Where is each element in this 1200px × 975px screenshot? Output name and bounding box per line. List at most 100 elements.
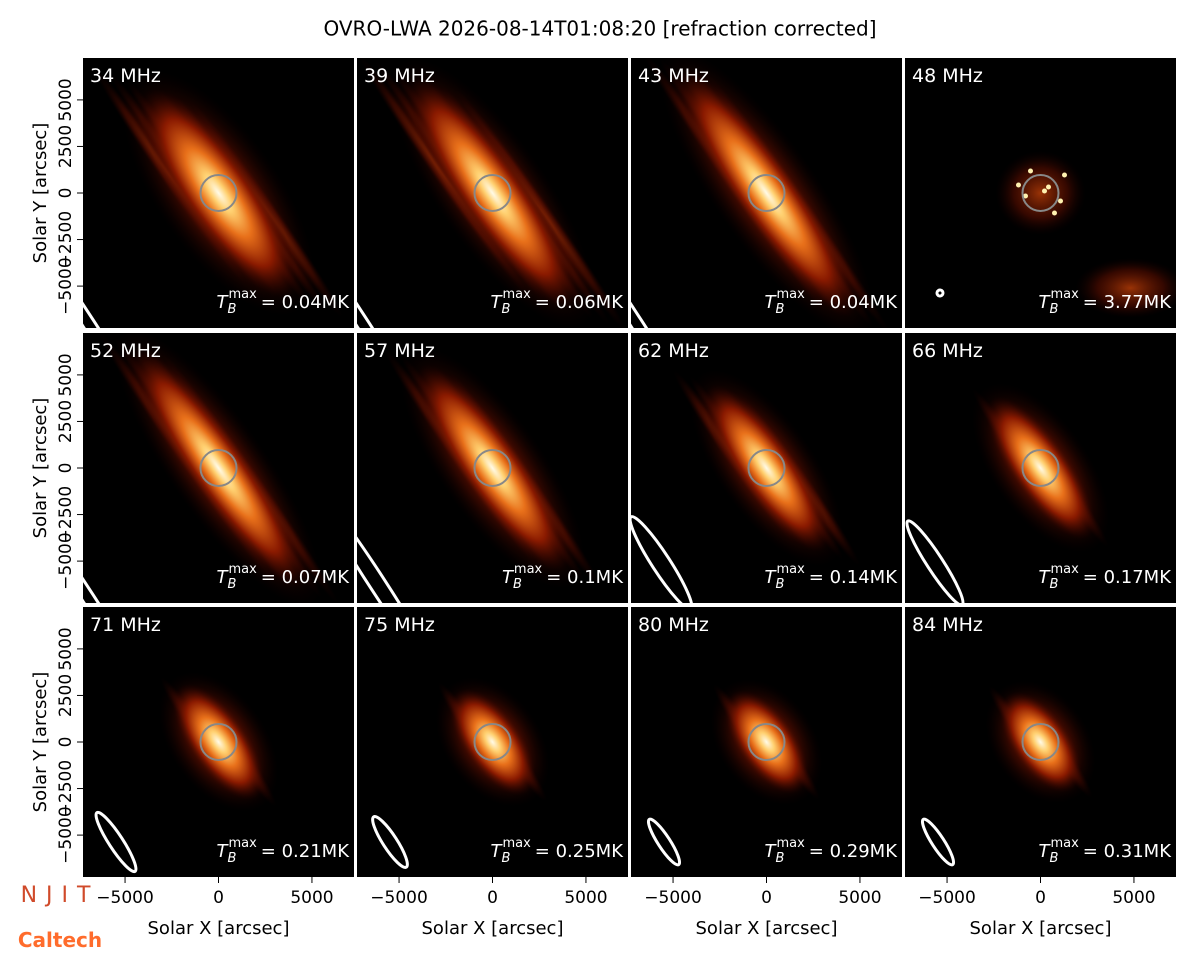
y-tick-label: 2500: [56, 400, 76, 443]
tb-superscript: max: [776, 836, 805, 851]
y-tick-label: −2500: [56, 211, 76, 269]
emission-source: [1042, 188, 1047, 194]
tb-superscript: max: [228, 836, 257, 851]
tb-max-label: TBmax = 0.04MK: [217, 287, 351, 317]
emission-source: [1052, 210, 1057, 216]
tb-value: = 0.04MK: [809, 292, 898, 313]
x-axis-label: Solar X [arcsec]: [422, 918, 564, 939]
tb-superscript: max: [228, 562, 257, 577]
emission-source: [1016, 182, 1021, 188]
panel: [83, 58, 354, 328]
x-axis-label: Solar X [arcsec]: [148, 918, 290, 939]
emission-core: [999, 691, 1082, 793]
panel: [631, 607, 902, 877]
beam: [631, 515, 694, 603]
panel: [905, 58, 1176, 328]
emission-source: [1028, 168, 1033, 174]
x-axis-label: Solar X [arcsec]: [970, 918, 1112, 939]
solar-disk: [473, 723, 512, 761]
caltech-logo: Caltech: [18, 928, 102, 952]
y-tick-label: 0: [56, 463, 76, 474]
y-tick-label: −5000: [56, 806, 76, 864]
tb-subscript: B: [1050, 302, 1059, 317]
beam: [94, 810, 138, 874]
tb-symbol: T: [765, 292, 778, 313]
y-tick-label: 5000: [56, 627, 76, 670]
x-tick-label: −5000: [370, 888, 428, 908]
tb-symbol: T: [217, 292, 230, 313]
tb-symbol: T: [765, 841, 778, 862]
solar-disk: [199, 174, 238, 212]
x-tick-label: 0: [761, 888, 772, 908]
panel: [631, 58, 902, 328]
tb-value: = 0.07MK: [261, 567, 350, 588]
tb-max-label: TBmax = 0.17MK: [1039, 562, 1173, 592]
tb-subscript: B: [1050, 577, 1059, 592]
tb-symbol: T: [1039, 567, 1052, 588]
x-tick-label: −5000: [644, 888, 702, 908]
tb-max-label: TBmax = 0.29MK: [765, 836, 899, 866]
y-tick-label: 5000: [56, 78, 76, 121]
tb-subscript: B: [1050, 851, 1059, 866]
emission-core: [407, 76, 578, 310]
solar-disk: [1021, 723, 1060, 761]
y-tick-label: −2500: [56, 486, 76, 544]
tb-subscript: B: [502, 302, 511, 317]
emission-core: [724, 689, 809, 795]
tb-symbol: T: [502, 567, 515, 588]
tb-symbol: T: [1039, 292, 1052, 313]
solar-disk: [1021, 174, 1060, 212]
emission-source: [1023, 193, 1028, 199]
x-tick-label: 5000: [564, 888, 607, 908]
beam: [371, 815, 409, 869]
emission-source: [1058, 198, 1063, 204]
tb-superscript: max: [502, 287, 531, 302]
njit-logo: NJIT: [21, 883, 100, 908]
y-tick-label: 5000: [56, 353, 76, 396]
y-axis-label: Solar Y [arcsec]: [30, 672, 51, 813]
y-axis-label: Solar Y [arcsec]: [30, 398, 51, 539]
emission-core: [676, 68, 857, 318]
tb-symbol: T: [1039, 841, 1052, 862]
panel: [83, 607, 354, 877]
x-tick-label: 0: [1035, 888, 1046, 908]
beam: [646, 817, 682, 867]
panel: [83, 333, 354, 603]
x-tick-label: −5000: [96, 888, 154, 908]
emission-halo: [995, 151, 1086, 235]
y-axis-label: Solar Y [arcsec]: [30, 123, 51, 264]
solar-disk: [199, 723, 238, 761]
panel: [631, 333, 902, 603]
tb-symbol: T: [765, 567, 778, 588]
y-tick-label: 0: [56, 737, 76, 748]
y-tick-label: −5000: [56, 532, 76, 590]
tb-symbol: T: [491, 841, 504, 862]
y-tick-label: 2500: [56, 674, 76, 717]
tb-superscript: max: [1050, 287, 1079, 302]
tb-value: = 0.21MK: [261, 841, 350, 862]
x-tick-label: 0: [487, 888, 498, 908]
solar-disk: [473, 449, 512, 487]
tb-value: = 0.31MK: [1083, 841, 1172, 862]
tb-value: = 3.77MK: [1083, 292, 1172, 313]
y-tick-label: 2500: [56, 125, 76, 168]
panel: [357, 333, 628, 603]
beam: [357, 489, 439, 603]
tb-max-label: TBmax = 0.06MK: [491, 287, 625, 317]
panel: [357, 58, 628, 328]
frequency-label: 80 MHz: [638, 614, 709, 636]
tb-max-label: TBmax = 0.25MK: [491, 836, 625, 866]
tb-value: = 0.04MK: [261, 292, 350, 313]
x-tick-label: 5000: [838, 888, 881, 908]
tb-value: = 0.14MK: [809, 567, 898, 588]
tb-symbol: T: [217, 841, 230, 862]
tb-subscript: B: [228, 851, 237, 866]
solar-disk: [747, 723, 786, 761]
x-tick-label: −5000: [918, 888, 976, 908]
tb-superscript: max: [776, 287, 805, 302]
frequency-label: 43 MHz: [638, 65, 709, 87]
beam: [83, 470, 172, 603]
beam: [920, 817, 956, 867]
beam: [905, 519, 965, 603]
tb-symbol: T: [491, 292, 504, 313]
